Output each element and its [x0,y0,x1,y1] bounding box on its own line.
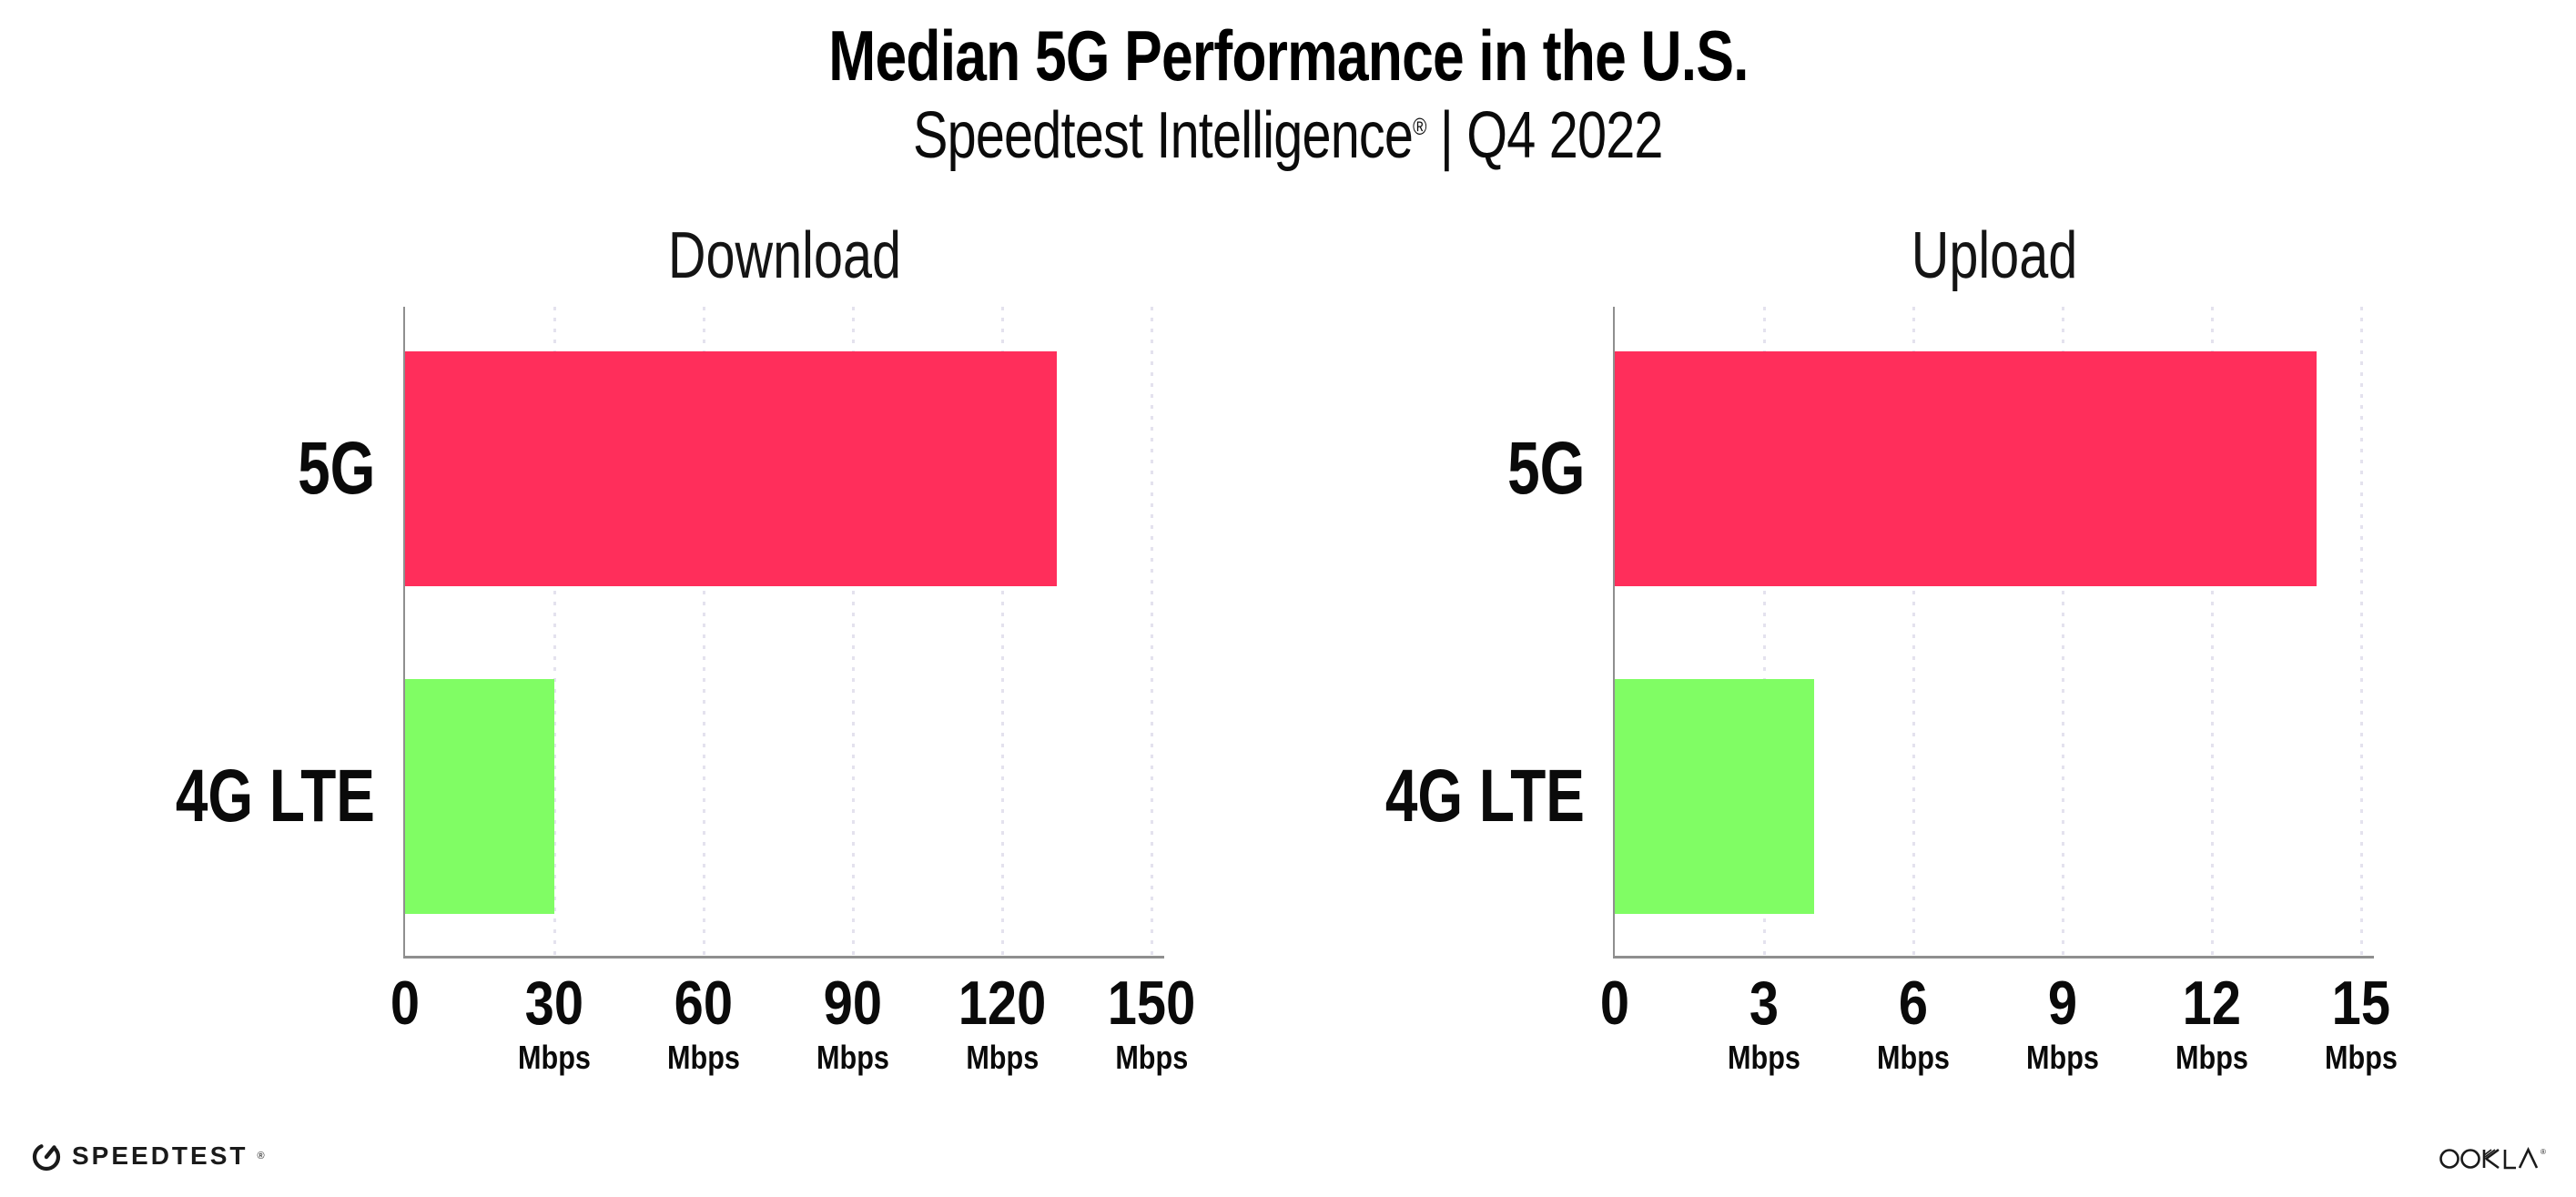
category-label-5g: 5G [1506,427,1585,510]
category-label-4g-lte: 4G LTE [175,755,375,837]
x-tick-value: 12 [2182,969,2242,1038]
x-tick-30: 30 Mbps [512,972,597,1074]
upload-chart-title: Upload [1911,219,2078,292]
category-label-4g-lte: 4G LTE [1384,755,1585,837]
x-tick-value: 6 [1898,969,1929,1038]
bar-5g [405,351,1058,586]
x-tick-value: 150 [1107,969,1196,1038]
registered-mark-icon: ® [1413,113,1426,140]
page-subtitle: Speedtest Intelligence® | Q4 2022 [0,98,2576,173]
x-tick-value: 9 [2047,969,2078,1038]
download-chart-title: Download [667,219,902,292]
x-tick-0: 0 [388,972,422,1034]
svg-text:®: ® [2541,1148,2546,1156]
x-tick-12: 12 Mbps [2169,972,2255,1074]
bar-4g-lte [1615,679,1814,914]
gridline-30 [553,307,556,956]
gridline-90 [852,307,855,956]
bar-4g-lte [405,679,554,914]
ookla-logo: ® [2439,1143,2551,1177]
x-tick-unit: Mbps [1728,1039,1800,1076]
x-tick-value: 90 [823,969,883,1038]
x-tick-value: 0 [1599,969,1630,1038]
gridline-15 [2360,307,2363,956]
x-tick-unit: Mbps [2026,1039,2099,1076]
gridline-3 [1763,307,1766,956]
x-tick-unit: Mbps [1115,1039,1188,1076]
x-tick-15: 15 Mbps [2318,972,2404,1074]
x-tick-unit: Mbps [2175,1039,2248,1076]
x-tick-3: 3 Mbps [1721,972,1807,1074]
gridline-9 [2062,307,2064,956]
gridline-12 [2211,307,2214,956]
x-tick-6: 6 Mbps [1871,972,1956,1074]
gridline-120 [1001,307,1004,956]
x-tick-unit: Mbps [667,1039,740,1076]
gridline-60 [703,307,705,956]
x-tick-value: 30 [524,969,584,1038]
x-tick-150: 150 Mbps [1100,972,1202,1074]
subtitle-brand: Speedtest Intelligence [913,99,1414,172]
speedtest-gauge-icon [32,1142,61,1172]
bar-5g [1615,351,2317,586]
x-tick-value: 120 [958,969,1047,1038]
x-tick-value: 3 [1749,969,1780,1038]
ookla-wordmark-icon: ® [2439,1146,2546,1170]
x-tick-unit: Mbps [2325,1039,2398,1076]
x-tick-value: 0 [390,969,421,1038]
page-title: Median 5G Performance in the U.S. [0,15,2576,97]
x-tick-120: 120 Mbps [950,972,1053,1074]
x-tick-unit: Mbps [966,1039,1039,1076]
x-tick-value: 15 [2331,969,2391,1038]
x-tick-unit: Mbps [518,1039,591,1076]
x-tick-value: 60 [674,969,734,1038]
upload-chart-plot-area: Upload 5G 4G LTE 0 3 Mbps 6 Mbps 9 Mbps 12 Mbps 15 M… [1385,219,2398,1074]
category-label-5g: 5G [297,427,375,510]
x-tick-unit: Mbps [816,1039,889,1076]
x-tick-9: 9 Mbps [2020,972,2105,1074]
x-tick-unit: Mbps [1877,1039,1950,1076]
page-title-text: Median 5G Performance in the U.S. [827,15,1749,96]
x-tick-90: 90 Mbps [810,972,896,1074]
x-tick-60: 60 Mbps [661,972,746,1074]
download-chart-plot-area: Download 5G 4G LTE 0 30 Mbps 60 Mbps 90 Mbps 120 M… [176,219,1195,1074]
gridline-6 [1912,307,1915,956]
speedtest-logo: SPEEDTEST ® [30,1140,265,1172]
speedtest-trademark-icon: ® [257,1151,265,1161]
gridline-150 [1151,307,1153,956]
x-tick-0: 0 [1597,972,1632,1034]
speedtest-wordmark: SPEEDTEST [72,1141,248,1170]
subtitle-quarter: | Q4 2022 [1425,99,1664,172]
